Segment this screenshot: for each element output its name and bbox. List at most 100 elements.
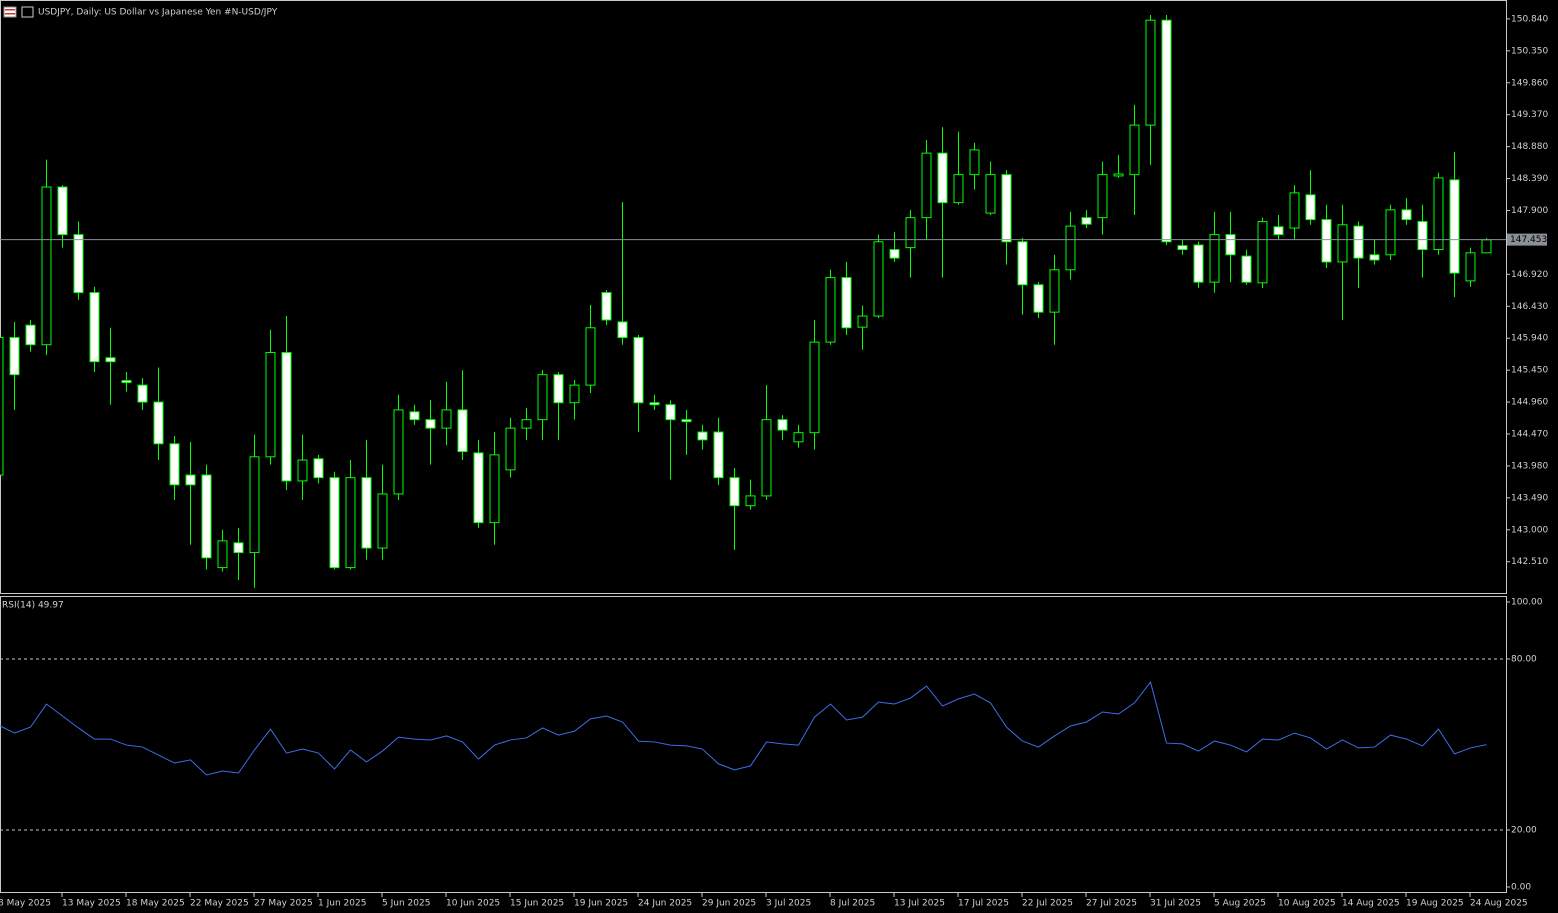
- x-tick-label: 8 Jul 2025: [830, 899, 875, 909]
- candle-body: [1465, 252, 1476, 282]
- candle-body: [25, 324, 36, 346]
- candle-body: [793, 432, 804, 443]
- x-tick-label: 8 May 2025: [0, 899, 51, 909]
- candle-body: [681, 419, 692, 423]
- candle-body: [569, 384, 580, 404]
- candle-body: [281, 352, 292, 482]
- y-tick-label: 148.390: [1511, 174, 1548, 184]
- candle-body: [1209, 234, 1220, 283]
- y-tick-label: 149.860: [1511, 78, 1548, 88]
- candle-body: [697, 431, 708, 441]
- candle-body: [1225, 234, 1236, 256]
- candle-body: [905, 217, 916, 249]
- candle-body: [73, 234, 84, 294]
- last-price-label: 147.453: [1510, 235, 1547, 245]
- y-tick-label: 145.450: [1511, 366, 1548, 376]
- candle-body: [601, 292, 612, 321]
- candle-body: [361, 477, 372, 549]
- y-tick-label: 143.980: [1511, 461, 1548, 471]
- candle-body: [1257, 221, 1268, 284]
- candle-body: [313, 458, 324, 479]
- candle-body: [521, 419, 532, 429]
- x-tick-label: 3 Jul 2025: [766, 899, 811, 909]
- candle-body: [633, 337, 644, 404]
- candle-body: [297, 459, 308, 482]
- y-tick-label: 148.880: [1511, 142, 1548, 152]
- x-tick-label: 1 Jun 2025: [318, 899, 366, 909]
- candle-body: [841, 277, 852, 329]
- candle-body: [825, 277, 836, 343]
- x-tick-label: 5 Aug 2025: [1214, 899, 1266, 909]
- candle-body: [1401, 209, 1412, 221]
- main-panel-frame: [0, 0, 1507, 594]
- rsi-line: [0, 680, 1487, 776]
- candle-body: [1001, 174, 1012, 243]
- candle-body: [105, 357, 116, 363]
- candle-body: [441, 409, 452, 429]
- candle-body: [1273, 226, 1284, 236]
- candle-body: [457, 409, 468, 453]
- candle-body: [505, 427, 516, 471]
- x-tick-label: 27 Jul 2025: [1086, 899, 1137, 909]
- candle-body: [1129, 124, 1140, 176]
- candle-body: [0, 337, 4, 476]
- flag-stripe: [5, 13, 15, 15]
- y-tick-label: 147.900: [1511, 206, 1548, 216]
- candle-body: [1193, 244, 1204, 283]
- x-tick-label: 29 Jun 2025: [702, 899, 756, 909]
- x-tick-label: 13 May 2025: [62, 899, 121, 909]
- candle-body: [233, 542, 244, 554]
- candle-body: [1065, 225, 1076, 271]
- y-tick-label: 144.960: [1511, 398, 1548, 408]
- candle-body: [985, 174, 996, 214]
- candle-body: [409, 411, 420, 421]
- y-tick-label: 146.920: [1511, 270, 1548, 280]
- candle-body: [1177, 245, 1188, 251]
- x-tick-label: 19 Aug 2025: [1406, 899, 1464, 909]
- last-price-box: [1507, 233, 1547, 246]
- candle-body: [1369, 254, 1380, 261]
- y-tick-label: 100.00: [1511, 598, 1543, 608]
- candle-body: [137, 384, 148, 403]
- x-tick-label: 31 Jul 2025: [1150, 899, 1201, 909]
- candle-body: [1081, 217, 1092, 225]
- candle-body: [121, 380, 132, 384]
- y-tick-label: 149.370: [1511, 110, 1548, 120]
- candle-body: [489, 454, 500, 524]
- candle-body: [745, 495, 756, 507]
- frames: [0, 0, 1507, 893]
- y-tick-label: 145.940: [1511, 334, 1548, 344]
- candle-body: [1241, 255, 1252, 283]
- x-tick-label: 27 May 2025: [254, 899, 313, 909]
- candle-body: [857, 315, 868, 328]
- candle-body: [1433, 177, 1444, 251]
- y-tick-label: 142.510: [1511, 557, 1548, 567]
- candle-body: [393, 409, 404, 495]
- candle-body: [873, 241, 884, 317]
- candle-body: [265, 352, 276, 458]
- candle-body: [953, 174, 964, 204]
- candle-body: [777, 419, 788, 431]
- candle-body: [473, 452, 484, 524]
- x-tick-label: 15 Jun 2025: [510, 899, 564, 909]
- candle-body: [921, 152, 932, 219]
- flag-icon: [3, 6, 17, 18]
- candle-body: [1337, 224, 1348, 263]
- candle-body: [9, 337, 20, 376]
- flag-stripe: [5, 9, 15, 11]
- candle-body: [1417, 221, 1428, 251]
- x-tick-label: 18 May 2025: [126, 899, 185, 909]
- candle-body: [169, 443, 180, 486]
- candle-body: [585, 327, 596, 386]
- candle-body: [217, 540, 228, 569]
- y-tick-label: 144.470: [1511, 429, 1548, 439]
- candle-body: [41, 186, 52, 346]
- indicator-title: RSI(14) 49.97: [2, 601, 64, 611]
- candle-body: [1017, 241, 1028, 286]
- y-tick-label: 20.00: [1511, 826, 1537, 836]
- x-tick-label: 13 Jul 2025: [894, 899, 945, 909]
- x-tick-label: 19 Jun 2025: [574, 899, 628, 909]
- y-tick-label: 80.00: [1511, 655, 1537, 665]
- y-tick-label: 143.000: [1511, 525, 1548, 535]
